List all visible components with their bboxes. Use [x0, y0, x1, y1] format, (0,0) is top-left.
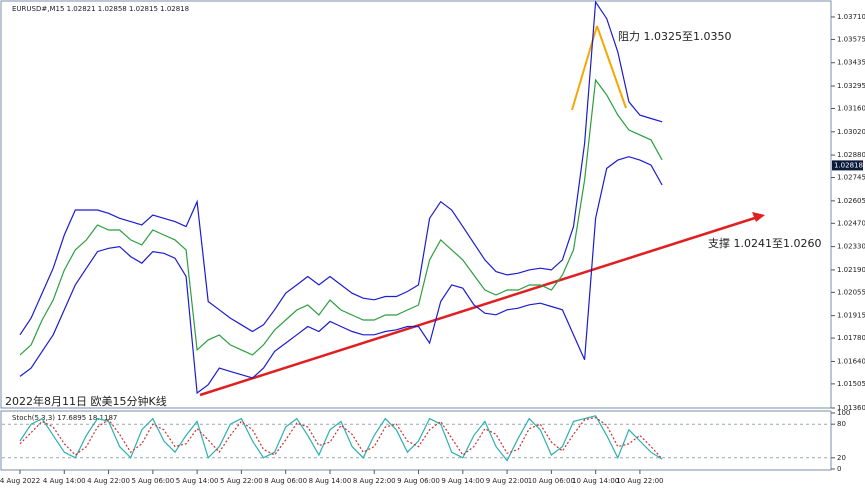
y-tick-label: 1.01360	[837, 404, 865, 412]
last-price-label: 1.02818	[834, 161, 863, 169]
y-tick-label: 1.02470	[837, 219, 865, 227]
y-tick-label: 1.01640	[837, 357, 865, 365]
x-tick-label: 10 Aug 22:00	[616, 477, 663, 485]
y-tick-label: 1.02330	[837, 243, 865, 251]
support-trendline	[199, 215, 759, 397]
stoch-title: Stoch(5,3,3) 17.6895 18.1187	[12, 414, 117, 422]
trend-arrowhead	[752, 212, 765, 222]
series-line	[19, 415, 663, 462]
x-tick-label: 8 Aug 06:00	[264, 477, 307, 485]
y-tick-label: 0	[837, 465, 841, 473]
x-tick-label: 9 Aug 06:00	[397, 477, 440, 485]
support-label: 支撑 1.0241至1.0260	[708, 236, 821, 250]
last-price-box	[832, 160, 863, 171]
x-tick-label: 10 Aug 14:00	[572, 477, 619, 485]
y-tick-label: 1.03435	[837, 59, 865, 67]
series-line	[19, 416, 663, 460]
x-tick-label: 4 Aug 22:00	[87, 477, 130, 485]
main-frame	[0, 0, 832, 409]
down-arrow	[596, 25, 627, 109]
y-tick-label: 1.02605	[837, 197, 865, 205]
y-tick-label: 1.02880	[837, 151, 865, 159]
stoch-frame	[0, 410, 832, 471]
x-tick-label: 4 Aug 2022	[0, 477, 40, 485]
y-tick-label: 1.03710	[837, 13, 865, 21]
x-tick-label: 8 Aug 22:00	[353, 477, 396, 485]
y-tick-label: 1.03575	[837, 35, 865, 43]
series-line	[19, 78, 663, 356]
x-tick-label: 9 Aug 14:00	[441, 477, 484, 485]
y-tick-label: 20	[837, 454, 846, 462]
x-tick-label: 9 Aug 22:00	[486, 477, 529, 485]
y-tick-label: 1.03295	[837, 82, 865, 90]
main-title: EURUSD#,M15 1.02821 1.02858 1.02815 1.02…	[12, 5, 189, 13]
y-tick-label: 80	[837, 420, 846, 428]
x-tick-label: 5 Aug 06:00	[131, 477, 174, 485]
y-tick-label: 1.01780	[837, 334, 865, 342]
x-tick-label: 10 Aug 06:00	[528, 477, 575, 485]
x-tick-label: 8 Aug 14:00	[309, 477, 352, 485]
y-tick-label: 1.03160	[837, 104, 865, 112]
x-tick-label: 5 Aug 14:00	[176, 477, 219, 485]
resistance-label: 阻力 1.0325至1.0350	[618, 30, 731, 43]
x-tick-label: 4 Aug 14:00	[43, 477, 86, 485]
y-tick-label: 1.03020	[837, 128, 865, 136]
y-tick-label: 100	[837, 409, 850, 417]
y-tick-label: 1.02055	[837, 288, 865, 296]
caption: 2022年8月11日 欧美15分钟K线	[5, 394, 167, 408]
y-tick-label: 1.01505	[837, 380, 865, 388]
x-tick-label: 5 Aug 22:00	[220, 477, 263, 485]
series-line	[19, 0, 663, 336]
y-tick-label: 1.02745	[837, 174, 865, 182]
y-tick-label: 1.01915	[837, 312, 865, 320]
series-line	[19, 156, 663, 395]
y-tick-label: 1.02190	[837, 266, 865, 274]
